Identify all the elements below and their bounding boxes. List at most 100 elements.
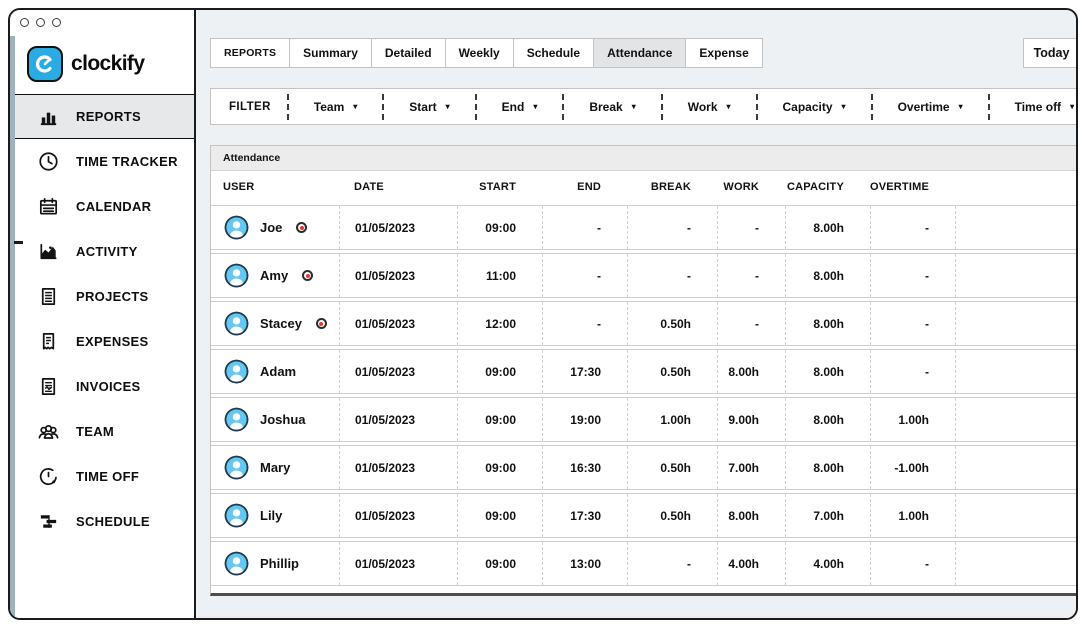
filter-dropdowns: Team ▾ Start ▾ End ▾ Break ▾ Work ▾ Capacity ▾ Overt… [286, 93, 1076, 120]
sidebar-item-time-off[interactable]: TIME OFF [10, 454, 194, 499]
user-name: Joshua [260, 412, 306, 427]
tab-summary[interactable]: Summary [290, 39, 372, 67]
sidebar-item-label: SCHEDULE [76, 514, 150, 529]
caret-down-icon: ▾ [445, 101, 450, 111]
sidebar-item-projects[interactable]: PROJECTS [10, 274, 194, 319]
cell-overtime: - [870, 542, 955, 585]
column-header-start: START [479, 181, 516, 193]
bar-chart-icon [35, 105, 61, 128]
window-control-icon[interactable] [20, 18, 29, 27]
report-topbar: REPORTS Summary Detailed Weekly Schedule Atte… [210, 38, 1076, 68]
cell-work: 4.00h [717, 542, 785, 585]
filter-dropdown-capacity[interactable]: Capacity ▾ [755, 93, 871, 120]
sidebar-item-label: TIME OFF [76, 469, 140, 484]
filter-dropdown-start[interactable]: Start ▾ [382, 93, 474, 120]
filter-dropdown-label: Capacity [782, 99, 833, 114]
cell-break: - [627, 206, 717, 249]
tab-expense[interactable]: Expense [699, 46, 749, 60]
date-navigation: Today ▾ ‹ › [1022, 38, 1076, 68]
cell-capacity: 8.00h [785, 254, 870, 297]
column-header-end: END [577, 181, 601, 193]
date-range-dropdown[interactable]: Today ▾ [1024, 39, 1076, 67]
filter-dropdown-overtime[interactable]: Overtime ▾ [870, 93, 988, 120]
tab-weekly[interactable]: Weekly [446, 39, 514, 67]
sidebar-item-reports[interactable]: REPORTS [10, 94, 194, 139]
tracking-active-icon [302, 270, 314, 281]
schedule-icon [35, 510, 61, 533]
cell-overtime: - [870, 302, 955, 345]
tab-reports[interactable]: REPORTS [211, 39, 291, 67]
cell-time-off: - [955, 446, 1076, 489]
cell-time-off: 1.00h [955, 494, 1076, 537]
filter-dropdown-end[interactable]: End ▾ [474, 93, 563, 120]
sidebar-item-activity[interactable]: ACTIVITY [10, 229, 194, 274]
table-row[interactable]: Mary 01/05/2023 09:00 16:30 0.50h 7.00h 8.00h -… [211, 445, 1076, 490]
cell-capacity: 8.00h [785, 206, 870, 249]
table-row[interactable]: Joshua 01/05/2023 09:00 19:00 1.00h 9.00h 8.00… [211, 397, 1076, 442]
cell-break: 0.50h [627, 350, 717, 393]
filter-dropdown-break[interactable]: Break ▾ [562, 93, 660, 120]
cell-start: 09:00 [457, 398, 542, 441]
cell-user: Amy [211, 254, 339, 297]
person-avatar-icon [223, 502, 250, 529]
cell-overtime: - [870, 206, 955, 249]
date-range-label: Today [1033, 46, 1070, 60]
sidebar-item-team[interactable]: TEAM [10, 409, 194, 454]
sidebar-item-calendar[interactable]: CALENDAR [10, 184, 194, 229]
sidebar-item-time-tracker[interactable]: TIME TRACKER [10, 139, 194, 184]
cell-end: - [542, 302, 627, 345]
cell-work: 8.00h [717, 494, 785, 537]
document-icon [35, 285, 61, 308]
table-row[interactable]: Adam 01/05/2023 09:00 17:30 0.50h 8.00h 8.00h -… [211, 349, 1076, 394]
sidebar-item-expenses[interactable]: EXPENSES [10, 319, 194, 364]
cell-break: 1.00h [627, 398, 717, 441]
filter-dropdown-work[interactable]: Work ▾ [660, 93, 756, 120]
column-header-time-off: TIME OFF [955, 181, 1076, 193]
user-name: Joe [260, 220, 283, 235]
tab-detailed[interactable]: Detailed [372, 39, 446, 67]
tab-schedule[interactable]: Schedule [514, 39, 595, 67]
sidebar-item-label: ACTIVITY [76, 244, 138, 259]
main-content: REPORTS Summary Detailed Weekly Schedule Atte… [196, 10, 1076, 618]
invoice-icon [35, 375, 61, 398]
filter-dropdown-label: Work [687, 99, 718, 114]
report-tabs: REPORTS Summary Detailed Weekly Schedule Atte… [210, 38, 763, 68]
column-header-overtime: OVERTIME [869, 181, 929, 193]
cell-time-off: - [955, 254, 1076, 297]
sidebar-item-schedule[interactable]: SCHEDULE [10, 499, 194, 544]
app-logo[interactable]: clockify [10, 36, 194, 94]
sidebar-item-invoices[interactable]: INVOICES [10, 364, 194, 409]
filter-bar: FILTER Team ▾ Start ▾ End ▾ Break ▾ Work ▾ Capacit… [210, 88, 1076, 125]
cell-start: 12:00 [457, 302, 542, 345]
column-header-break: BREAK [650, 181, 691, 193]
cell-break: - [627, 542, 717, 585]
cell-end: 16:30 [542, 446, 627, 489]
cell-time-off: - [955, 350, 1076, 393]
window-left-shadow [10, 36, 23, 618]
cell-time-off: - [955, 206, 1076, 249]
filter-label: FILTER [229, 100, 271, 113]
person-avatar-icon [223, 550, 250, 577]
filter-dropdown-time-off[interactable]: Time off ▾ [987, 93, 1076, 120]
filter-dropdown-team[interactable]: Team ▾ [286, 93, 382, 120]
cell-break: 0.50h [627, 302, 717, 345]
person-avatar-icon [223, 454, 250, 481]
table-row[interactable]: Phillip01/05/202309:0013:00-4.00h4.00h-4… [211, 541, 1076, 586]
cell-start: 09:00 [457, 542, 542, 585]
sidebar-item-label: CALENDAR [76, 199, 152, 214]
cell-date: 01/05/2023 [339, 254, 457, 297]
filter-dropdown-label: End [501, 99, 525, 114]
column-header-capacity: CAPACITY [786, 181, 844, 193]
sidebar-item-label: EXPENSES [76, 334, 149, 349]
window-control-icon[interactable] [36, 18, 45, 27]
cell-capacity: 8.00h [785, 446, 870, 489]
user-name: Adam [260, 364, 297, 379]
cell-end: - [542, 254, 627, 297]
window-control-icon[interactable] [52, 18, 61, 27]
cell-start: 09:00 [457, 206, 542, 249]
table-row[interactable]: Lily 01/05/2023 09:00 17:30 0.50h 8.00h 7.00h 1… [211, 493, 1076, 538]
tab-attendance[interactable]: Attendance [594, 39, 687, 67]
